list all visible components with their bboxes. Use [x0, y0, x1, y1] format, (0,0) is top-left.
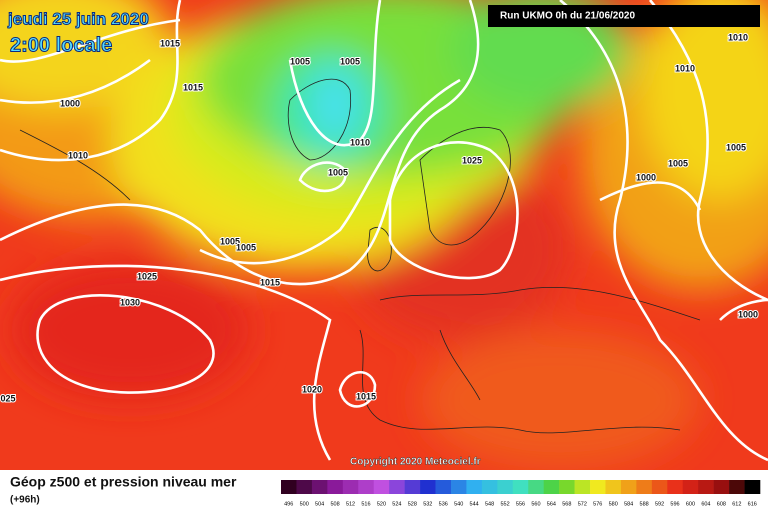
colorbar-swatch [651, 480, 668, 494]
colorbar-label: 552 [500, 501, 509, 507]
isobar-label: 1000 [738, 309, 758, 319]
colorbar-swatch [481, 480, 498, 494]
colorbar-label: 544 [470, 501, 479, 507]
colorbar-swatch [543, 480, 560, 494]
colorbar-swatch [373, 480, 390, 494]
colorbar-label: 568 [562, 501, 571, 507]
colorbar-swatch [404, 480, 421, 494]
colorbar-swatch [450, 480, 467, 494]
isobar-label: 1010 [350, 137, 370, 147]
colorbar-label: 528 [408, 501, 417, 507]
colorbar-label: 560 [531, 501, 540, 507]
colorbar-swatch [281, 480, 297, 494]
isobar-label: 1020 [302, 384, 322, 394]
colorbar-label: 548 [485, 501, 494, 507]
colorbar-label: 608 [717, 501, 726, 507]
colorbar-label: 584 [624, 501, 633, 507]
colorbar-swatch [620, 480, 637, 494]
colorbar-swatch [497, 480, 514, 494]
colorbar-swatch [698, 480, 714, 494]
colorbar-swatch [512, 480, 529, 494]
colorbar-label: 536 [439, 501, 448, 507]
colorbar-swatch [559, 480, 575, 494]
colorbar-label: 572 [578, 501, 587, 507]
isobar-label: 1000 [60, 98, 80, 108]
isobar-label: 1015 [356, 391, 376, 401]
colorbar-label: 604 [701, 501, 710, 507]
isobar-label: 1010 [675, 63, 695, 73]
colorbar-label: 516 [361, 501, 370, 507]
colorbar-label: 564 [547, 501, 556, 507]
footer-lead: (+96h) [10, 495, 40, 506]
colorbar-swatch [590, 480, 606, 494]
colorbar-label: 616 [748, 501, 757, 507]
colorbar-label: 600 [686, 501, 695, 507]
colorbar-swatch [605, 480, 622, 494]
colorbar-label: 592 [655, 501, 664, 507]
colorbar-swatch [636, 480, 653, 494]
footer-title: Géop z500 et pression niveau mer [10, 474, 237, 490]
colorbar-label: 532 [423, 501, 432, 507]
colorbar-swatch [713, 480, 730, 494]
colorbar-swatch [667, 480, 684, 494]
time: 2:00 locale [10, 34, 112, 56]
colorbar-swatch [327, 480, 344, 494]
colorbar-label: 496 [284, 501, 293, 507]
isobar-label: 1030 [120, 297, 140, 307]
isobar-label: 1005 [668, 158, 688, 168]
colorbar-label: 580 [609, 501, 618, 507]
isobar-label: 1005 [726, 142, 746, 152]
run-box [488, 5, 760, 27]
copyright: Copyright 2020 Meteociel.fr [350, 457, 481, 468]
colorbar-swatch [729, 480, 745, 494]
colorbar-label: 524 [392, 501, 401, 507]
isobar-label: 1010 [68, 150, 88, 160]
isobar-label: 1025 [137, 271, 157, 281]
isobar-label: 1000 [636, 172, 656, 182]
isobar-label: 1005 [236, 242, 256, 252]
colorbar-swatch [311, 480, 328, 494]
isobar-label: 1025 [462, 155, 482, 165]
isobar-label: 1015 [183, 82, 203, 92]
colorbar: 496 500 504 508 512 516 520 524 528 532 536 540 544 5… [281, 480, 761, 507]
colorbar-label: 512 [346, 501, 355, 507]
coastlines [19, 78, 701, 434]
date: jeudi 25 juin 2020 [7, 9, 149, 28]
colorbar-swatch [435, 480, 452, 494]
isobar-label: 1010 [728, 32, 748, 42]
colorbar-label: 500 [300, 501, 309, 507]
colorbar-label: 612 [732, 501, 741, 507]
colorbar-label: 504 [315, 501, 324, 507]
isobars [0, 0, 768, 462]
colorbar-swatch [420, 480, 436, 494]
colorbar-label: 576 [593, 501, 602, 507]
colorbar-swatch [342, 480, 359, 494]
colorbar-swatch [744, 480, 761, 494]
colorbar-swatch [682, 480, 699, 494]
isobar-label: 025 [0, 393, 15, 403]
colorbar-swatch [296, 480, 313, 494]
isobar-label: 1005 [290, 56, 310, 66]
colorbar-swatch [466, 480, 483, 494]
colorbar-swatch [528, 480, 544, 494]
isobar-label: 1015 [160, 38, 180, 48]
colorbar-label: 588 [640, 501, 649, 507]
colorbar-label: 556 [516, 501, 525, 507]
colorbar-label: 520 [377, 501, 386, 507]
colorbar-swatch [389, 480, 405, 494]
colorbar-label: 508 [330, 501, 339, 507]
isobar-label: 1005 [340, 56, 360, 66]
colorbar-label: 596 [670, 501, 679, 507]
isobar-label: 1005 [220, 236, 240, 246]
colorbar-swatch [574, 480, 591, 494]
isobar-label: 1015 [260, 277, 280, 287]
colorbar-label: 540 [454, 501, 463, 507]
run: Run UKMO 0h du 21/06/2020 [500, 11, 635, 22]
isobar-label: 1005 [328, 167, 348, 177]
colorbar-swatch [358, 480, 375, 494]
